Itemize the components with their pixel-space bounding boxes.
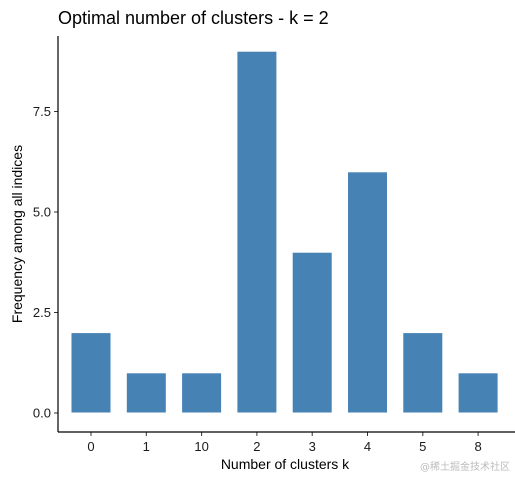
x-tick-label-10: 10 bbox=[194, 439, 208, 454]
x-tick-label-1: 1 bbox=[143, 439, 150, 454]
x-tick-label-5: 5 bbox=[419, 439, 426, 454]
y-axis-label: Frequency among all indices bbox=[9, 145, 25, 323]
x-tick-label-4: 4 bbox=[364, 439, 371, 454]
x-axis-label: Number of clusters k bbox=[221, 456, 350, 472]
bar-1 bbox=[125, 372, 167, 414]
x-tick-label-0: 0 bbox=[87, 439, 94, 454]
bar-8 bbox=[457, 372, 499, 414]
y-tick-label-1: 2.5 bbox=[33, 305, 51, 320]
bar-10 bbox=[181, 372, 223, 414]
y-axis-ticks: 0.0 2.5 5.0 7.5 bbox=[33, 104, 58, 421]
x-tick-label-2: 2 bbox=[253, 439, 260, 454]
bars-layer bbox=[70, 50, 499, 414]
bar-2 bbox=[236, 50, 278, 414]
y-tick-label-3: 7.5 bbox=[33, 104, 51, 119]
bar-4 bbox=[347, 171, 388, 414]
y-tick-label-2: 5.0 bbox=[33, 205, 51, 220]
bar-0 bbox=[70, 332, 112, 414]
x-tick-label-8: 8 bbox=[474, 439, 481, 454]
watermark: @稀土掘金技术社区 bbox=[420, 460, 510, 473]
y-tick-label-0: 0.0 bbox=[33, 406, 51, 421]
x-tick-label-3: 3 bbox=[309, 439, 316, 454]
bar-5 bbox=[402, 332, 444, 414]
x-axis-ticks: 0 1 10 2 3 4 5 8 bbox=[87, 432, 482, 454]
chart-title: Optimal number of clusters - k = 2 bbox=[58, 8, 329, 28]
bar-3 bbox=[291, 251, 333, 414]
